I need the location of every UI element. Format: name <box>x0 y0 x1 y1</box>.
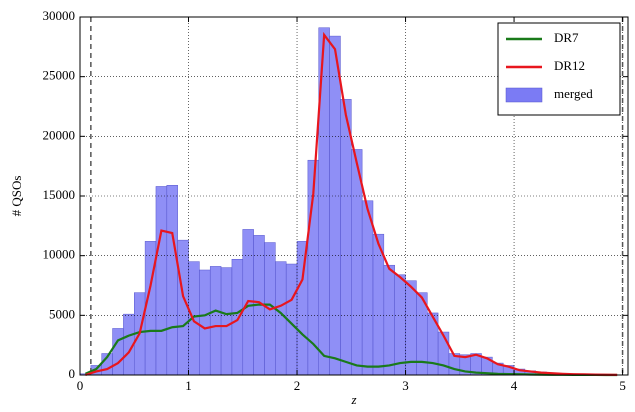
bar <box>112 328 124 376</box>
bar <box>155 186 168 376</box>
x-tick-label: 4 <box>511 378 518 393</box>
bar <box>372 233 385 376</box>
y-tick-label: 25000 <box>43 68 76 83</box>
bar <box>340 99 352 376</box>
legend-label: merged <box>554 86 593 101</box>
bar <box>166 185 178 376</box>
line <box>85 31 618 377</box>
bar <box>275 261 287 376</box>
y-tick-label: 5000 <box>49 306 75 321</box>
bar <box>231 258 244 376</box>
y-tick-label: 0 <box>69 366 76 381</box>
y-tick-label: 20000 <box>43 127 76 142</box>
bar <box>199 269 211 376</box>
bar <box>209 266 222 376</box>
bar <box>296 241 309 376</box>
bar <box>361 200 374 376</box>
y-tick-label: 30000 <box>43 8 76 23</box>
y-axis-label: # QSOs <box>9 176 24 217</box>
legend-label: DR7 <box>554 30 579 45</box>
y-tick-label: 15000 <box>43 187 76 202</box>
x-tick-label: 5 <box>619 378 626 393</box>
legend-swatch <box>505 87 543 103</box>
legend-label: DR12 <box>554 58 585 73</box>
x-tick-label: 0 <box>77 378 84 393</box>
line <box>84 303 618 377</box>
bar <box>394 274 406 376</box>
bar <box>188 261 200 376</box>
x-axis-label: z <box>350 392 356 407</box>
x-tick-label: 2 <box>294 378 301 393</box>
bar <box>383 264 395 376</box>
bar <box>437 331 450 376</box>
bar <box>220 267 233 376</box>
x-tick-label: 3 <box>402 378 409 393</box>
x-tick-label: 1 <box>185 378 192 393</box>
bar <box>329 35 341 376</box>
y-tick-label: 10000 <box>43 247 76 262</box>
